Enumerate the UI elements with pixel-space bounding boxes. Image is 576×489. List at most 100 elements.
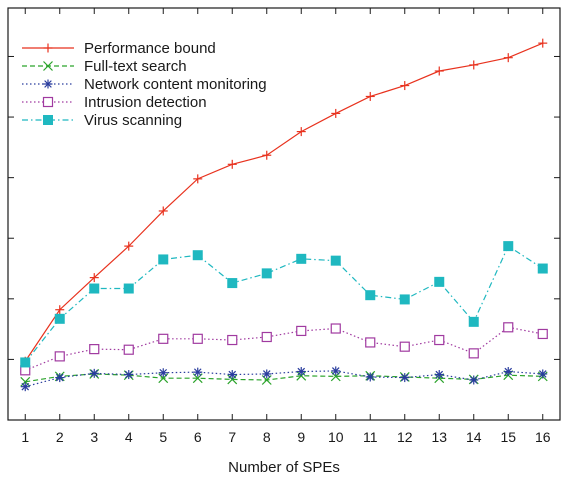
data-point (261, 331, 272, 343)
legend-label: Virus scanning (84, 112, 182, 129)
data-point (43, 43, 53, 53)
legend-item: Performance bound (22, 40, 216, 57)
data-point (227, 334, 238, 346)
data-point (296, 325, 307, 337)
data-point (158, 368, 168, 378)
data-point (261, 268, 272, 279)
series-performance-bound (20, 38, 548, 366)
data-point (296, 367, 306, 377)
data-point (89, 368, 99, 378)
data-point (55, 305, 65, 315)
data-point (365, 337, 376, 348)
data-point (89, 344, 100, 355)
x-tick-label: 15 (500, 429, 516, 445)
data-point (124, 241, 134, 251)
x-tick-label: 9 (297, 429, 305, 445)
data-point (330, 323, 341, 334)
data-point (468, 348, 479, 359)
x-tick-label: 13 (431, 429, 447, 445)
data-point (538, 38, 548, 48)
series-line (25, 326, 543, 371)
data-point (262, 369, 272, 379)
data-point (54, 351, 65, 362)
data-point (399, 341, 410, 352)
series-layer (20, 38, 548, 392)
x-tick-label: 1 (21, 429, 29, 445)
data-point (503, 322, 514, 333)
legend-label: Intrusion detection (84, 94, 207, 111)
data-point (158, 333, 169, 344)
data-point (43, 115, 53, 125)
data-point (192, 250, 203, 261)
data-point (400, 81, 410, 91)
data-point (123, 283, 134, 294)
x-tick-label: 6 (194, 429, 202, 445)
series-line (24, 245, 544, 363)
legend-item: Virus scanning (22, 112, 182, 129)
data-point (365, 91, 375, 101)
data-point (43, 79, 53, 89)
data-point (20, 357, 31, 368)
series-line (24, 42, 543, 362)
x-tick-label: 14 (466, 429, 482, 445)
data-point (227, 370, 237, 380)
series-line (25, 373, 543, 383)
series-network-content-monitoring (20, 366, 548, 392)
legend-label: Network content monitoring (84, 76, 267, 93)
data-point (158, 254, 169, 265)
data-point (469, 375, 479, 385)
x-tick-label: 11 (363, 429, 378, 445)
plot-frame (7, 7, 561, 421)
data-point (503, 53, 513, 63)
data-point (20, 376, 31, 387)
legend-label: Performance bound (84, 40, 216, 57)
legend-item: Intrusion detection (22, 94, 207, 111)
x-axis-title: Number of SPEs (228, 459, 340, 476)
data-point (227, 159, 237, 169)
data-point (55, 373, 65, 383)
data-point (469, 60, 479, 70)
data-point (538, 369, 548, 379)
x-tick-label: 2 (56, 429, 64, 445)
x-tick-label: 3 (90, 429, 98, 445)
data-point (193, 367, 203, 377)
data-point (43, 61, 53, 71)
data-point (89, 283, 100, 294)
data-point (434, 334, 445, 346)
data-point (123, 344, 134, 355)
data-point (124, 370, 134, 380)
data-point (537, 328, 548, 340)
data-point (330, 255, 341, 266)
data-point (89, 273, 99, 283)
series-intrusion-detection (20, 322, 548, 376)
data-point (399, 294, 410, 305)
x-tick-label: 16 (535, 429, 551, 445)
data-point (365, 372, 375, 382)
x-axis-ticks: 1 2 3 4 5 6 7 8 9 10 11 12 13 14 15 16 (21, 8, 551, 445)
data-point (158, 206, 168, 216)
legend-item: Network content monitoring (22, 76, 267, 93)
legend-label: Full-text search (84, 58, 187, 75)
data-point (227, 278, 238, 289)
data-point (434, 66, 444, 76)
x-tick-label: 7 (228, 429, 236, 445)
data-point (468, 316, 479, 327)
series-line (25, 370, 543, 388)
data-point (365, 290, 376, 301)
y-axis-ticks (8, 55, 560, 360)
data-point (400, 373, 410, 383)
data-point (296, 253, 307, 264)
x-tick-label: 10 (328, 429, 344, 445)
series-virus-scanning (20, 241, 548, 368)
data-point (20, 382, 30, 392)
data-point (434, 276, 445, 287)
data-point (537, 263, 548, 274)
data-point (296, 127, 306, 137)
data-point (54, 313, 65, 324)
data-point (331, 366, 341, 376)
data-point (262, 150, 272, 160)
data-point (192, 333, 203, 344)
